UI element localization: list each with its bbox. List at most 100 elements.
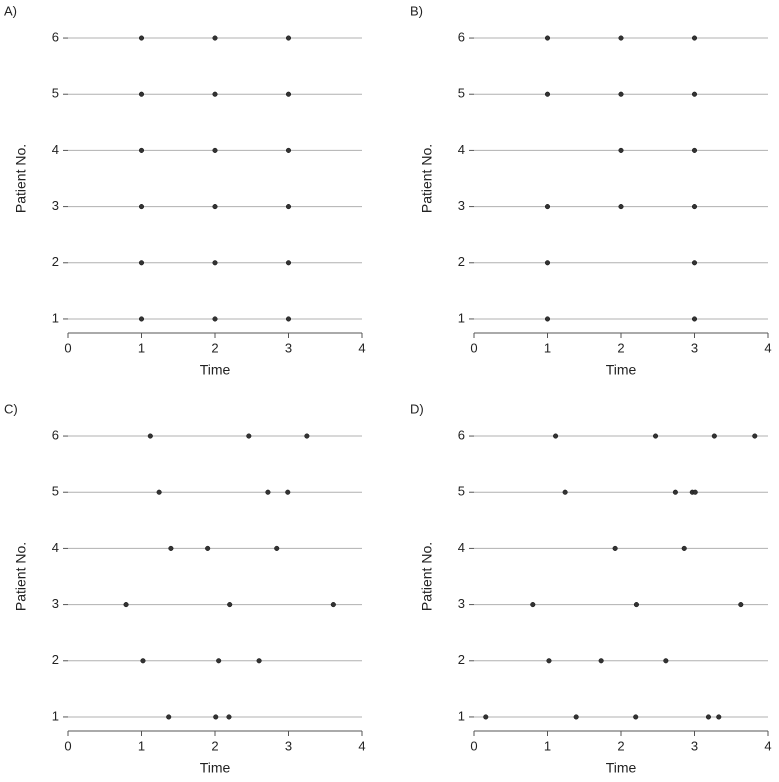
point (691, 91, 698, 97)
point (138, 204, 145, 210)
y-tick-label: 4 (458, 142, 465, 157)
point (544, 204, 551, 210)
point (212, 147, 218, 153)
point (544, 35, 551, 41)
point (138, 35, 145, 41)
x-tick-label: 1 (138, 340, 145, 355)
point (285, 91, 292, 97)
y-tick-label: 6 (458, 427, 465, 442)
x-tick-label: 4 (764, 738, 771, 753)
x-tick-label: 2 (617, 738, 624, 753)
x-tick-label: 1 (544, 738, 551, 753)
point (544, 316, 551, 322)
point (612, 545, 618, 551)
y-tick-label: 3 (52, 198, 59, 213)
y-tick-label: 4 (52, 540, 59, 555)
point (213, 714, 219, 720)
point (618, 147, 624, 153)
point (691, 147, 698, 153)
y-axis-title: Patient No. (419, 144, 435, 213)
point (212, 35, 218, 41)
point (716, 714, 722, 720)
point (598, 658, 604, 664)
y-tick-label: 5 (458, 86, 465, 101)
y-tick-label: 2 (458, 652, 465, 667)
point (544, 260, 551, 266)
y-tick-label: 1 (458, 310, 465, 325)
panel-label: C) (4, 401, 18, 416)
x-axis-title: Time (606, 362, 637, 378)
x-tick-label: 2 (211, 738, 218, 753)
x-tick-label: 4 (358, 340, 365, 355)
point (573, 714, 579, 720)
point (123, 602, 129, 608)
y-tick-label: 1 (52, 708, 59, 723)
y-tick-label: 4 (458, 540, 465, 555)
point (738, 602, 744, 608)
point (663, 658, 669, 664)
point (705, 714, 712, 720)
x-tick-label: 3 (285, 738, 292, 753)
point (285, 316, 292, 322)
x-axis-title: Time (200, 362, 231, 378)
point (205, 545, 211, 551)
y-tick-label: 5 (52, 484, 59, 499)
point (138, 147, 145, 153)
point (246, 433, 252, 439)
y-tick-label: 3 (458, 198, 465, 213)
point (711, 433, 717, 439)
point (285, 489, 291, 495)
y-tick-label: 6 (52, 29, 59, 44)
point (285, 147, 292, 153)
point (530, 602, 536, 608)
point (691, 204, 698, 210)
point (147, 433, 153, 439)
point (691, 260, 698, 266)
y-axis-title: Patient No. (419, 542, 435, 611)
point (618, 35, 624, 41)
x-tick-label: 4 (358, 738, 365, 753)
point (212, 260, 218, 266)
x-axis-title: Time (200, 760, 231, 776)
x-axis-title: Time (606, 760, 637, 776)
point (227, 602, 233, 608)
y-tick-label: 4 (52, 142, 59, 157)
point (212, 316, 218, 322)
point (166, 714, 172, 720)
y-tick-label: 5 (458, 484, 465, 499)
point (633, 602, 639, 608)
y-tick-label: 2 (52, 254, 59, 269)
y-tick-label: 3 (458, 596, 465, 611)
x-tick-label: 1 (544, 340, 551, 355)
x-tick-label: 0 (470, 738, 477, 753)
point (672, 489, 678, 495)
point (681, 545, 687, 551)
point (618, 91, 624, 97)
point (212, 204, 218, 210)
y-tick-label: 1 (52, 310, 59, 325)
point (256, 658, 262, 664)
y-tick-label: 3 (52, 596, 59, 611)
x-tick-label: 0 (64, 340, 71, 355)
point (553, 433, 559, 439)
point (633, 714, 639, 720)
x-tick-label: 2 (617, 340, 624, 355)
y-tick-label: 2 (458, 254, 465, 269)
y-tick-label: 2 (52, 652, 59, 667)
point (546, 658, 552, 664)
point (138, 260, 145, 266)
point (483, 714, 489, 720)
point (216, 658, 222, 664)
point (212, 91, 218, 97)
point (265, 489, 271, 495)
x-tick-label: 3 (285, 340, 292, 355)
x-tick-label: 1 (138, 738, 145, 753)
panel-label: B) (410, 3, 423, 18)
point (274, 545, 280, 551)
point (168, 545, 174, 551)
point (138, 91, 145, 97)
x-tick-label: 3 (691, 340, 698, 355)
